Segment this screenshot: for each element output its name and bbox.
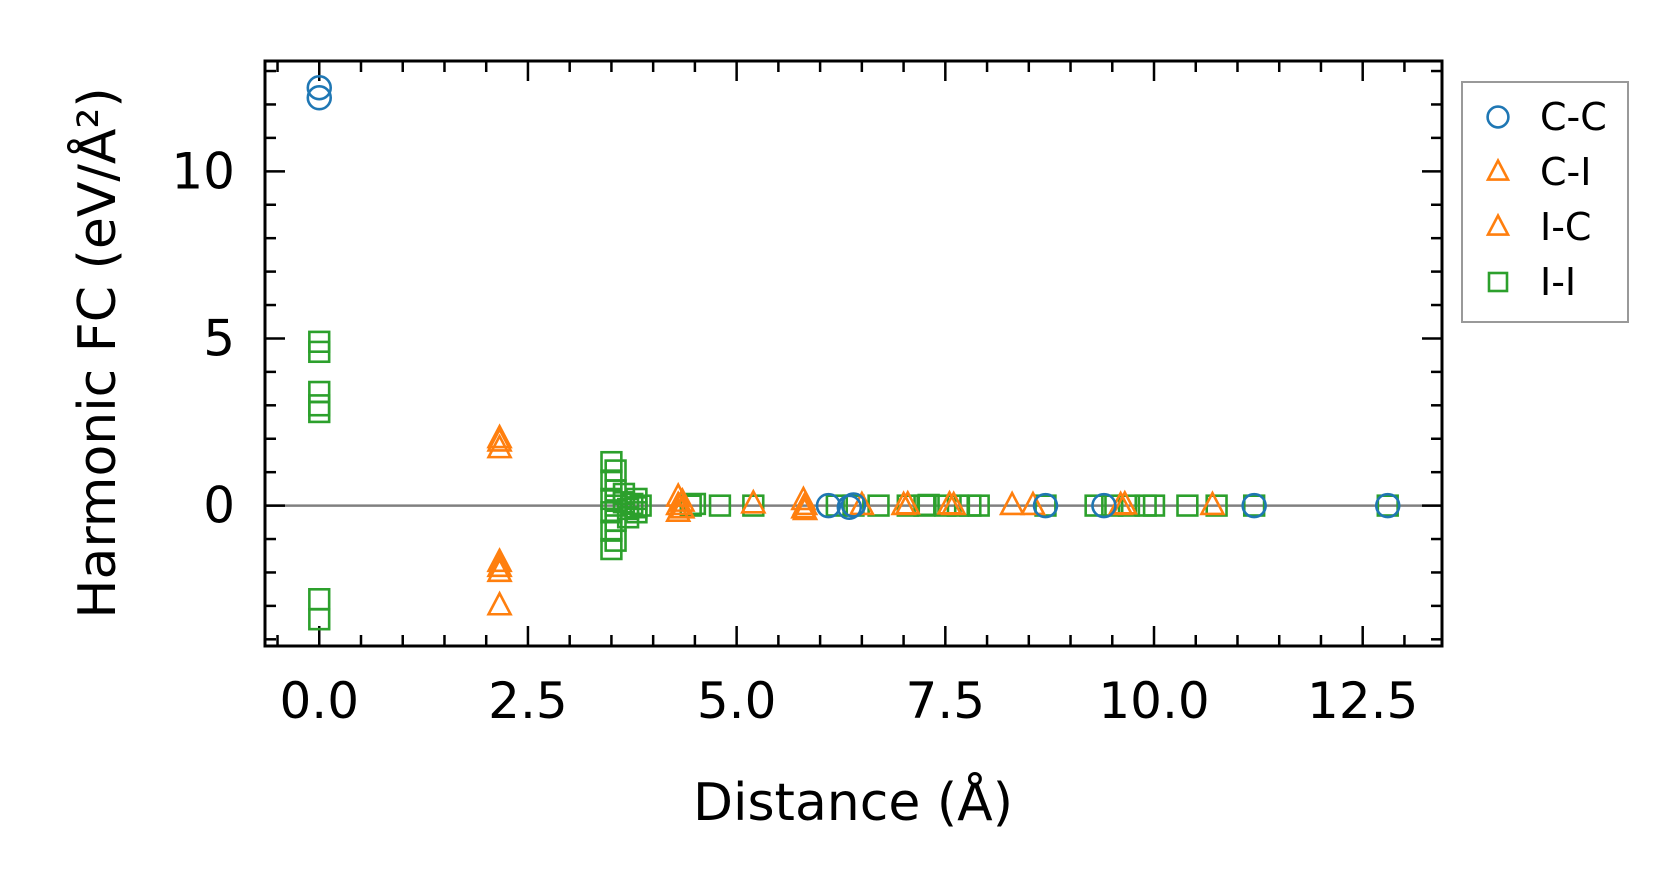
data-point [669, 493, 696, 519]
data-point [742, 494, 765, 517]
x-tick-label: 2.5 [488, 672, 568, 730]
data-point [306, 75, 332, 101]
series-i-c [486, 426, 1138, 578]
legend-label: C-I [1540, 150, 1591, 194]
data-point [486, 590, 513, 616]
legend-entries: C-C C-I I-C I-I [1485, 95, 1607, 304]
data-point [917, 493, 940, 517]
data-point [629, 494, 652, 517]
data-point [486, 423, 513, 449]
data-point [1019, 490, 1047, 516]
data-point [308, 380, 331, 404]
data-point [936, 489, 963, 515]
data-point [740, 488, 767, 514]
plot-frame [263, 59, 1444, 648]
data-point [825, 494, 849, 517]
y-tick-label: 0 [203, 477, 235, 535]
x-tick-label: 5.0 [697, 672, 777, 730]
x-tick-label: 12.5 [1307, 672, 1418, 730]
x-tick-label: 7.5 [906, 672, 986, 730]
data-point [894, 489, 921, 515]
data-point [998, 490, 1026, 516]
data-point [1091, 492, 1117, 519]
data-point [308, 340, 331, 364]
series-c-i [486, 423, 1226, 616]
y-tick-label: 10 [171, 142, 235, 200]
data-point [1199, 490, 1226, 516]
data-point [486, 433, 513, 459]
data-point [791, 495, 819, 521]
data-point [1142, 494, 1166, 517]
data-point [1101, 494, 1124, 517]
data-point [1375, 492, 1401, 519]
data-point [612, 482, 636, 506]
data-point [486, 547, 513, 573]
data-point [815, 492, 842, 519]
data-marks [306, 75, 1401, 631]
data-point [1111, 489, 1138, 515]
data-point [600, 537, 623, 561]
data-point [665, 490, 692, 516]
data-point [486, 557, 513, 583]
data-point [625, 487, 648, 511]
data-point [708, 494, 732, 517]
data-point [486, 552, 513, 578]
y-axis-label: Harmonic FC (eV/Å²) [66, 87, 128, 618]
y-tick-label: 5 [203, 309, 235, 367]
data-point [1376, 494, 1399, 517]
data-point [308, 400, 331, 424]
data-point [836, 494, 863, 521]
data-point [967, 494, 990, 517]
data-point [308, 608, 331, 631]
data-point [616, 506, 640, 529]
x-tick-label: 10.0 [1098, 672, 1209, 730]
ticks-layer [265, 61, 1442, 646]
data-point [486, 426, 513, 452]
data-point [1242, 494, 1266, 517]
legend-marker [1486, 105, 1510, 129]
legend-label: I-C [1540, 205, 1591, 249]
tick-labels: 0.0 2.5 5.0 7.5 10.0 12.5 0 5 10 [171, 142, 1418, 730]
data-point [308, 394, 331, 417]
legend-label: I-I [1540, 260, 1576, 304]
data-point [1032, 492, 1059, 519]
series-c-c [306, 75, 1401, 521]
legend-marker [1485, 157, 1511, 181]
legend-label: C-C [1540, 95, 1607, 139]
data-point [1176, 494, 1199, 517]
legend-marker [1485, 212, 1511, 236]
legend: C-C C-I I-C I-I [1461, 81, 1629, 323]
data-point [600, 450, 623, 474]
x-axis-label: Distance (Å) [693, 771, 1013, 833]
data-point [625, 501, 648, 524]
data-point [1084, 494, 1107, 517]
data-point [1034, 494, 1057, 517]
x-tick-label: 0.0 [279, 672, 359, 730]
data-point [840, 492, 867, 518]
data-point [791, 490, 819, 516]
legend-marker [1487, 271, 1509, 293]
data-point [308, 587, 331, 611]
data-point [1241, 492, 1267, 519]
data-point [669, 486, 696, 512]
data-point [604, 529, 627, 552]
series-i-i [308, 330, 1399, 631]
data-point [306, 85, 332, 111]
